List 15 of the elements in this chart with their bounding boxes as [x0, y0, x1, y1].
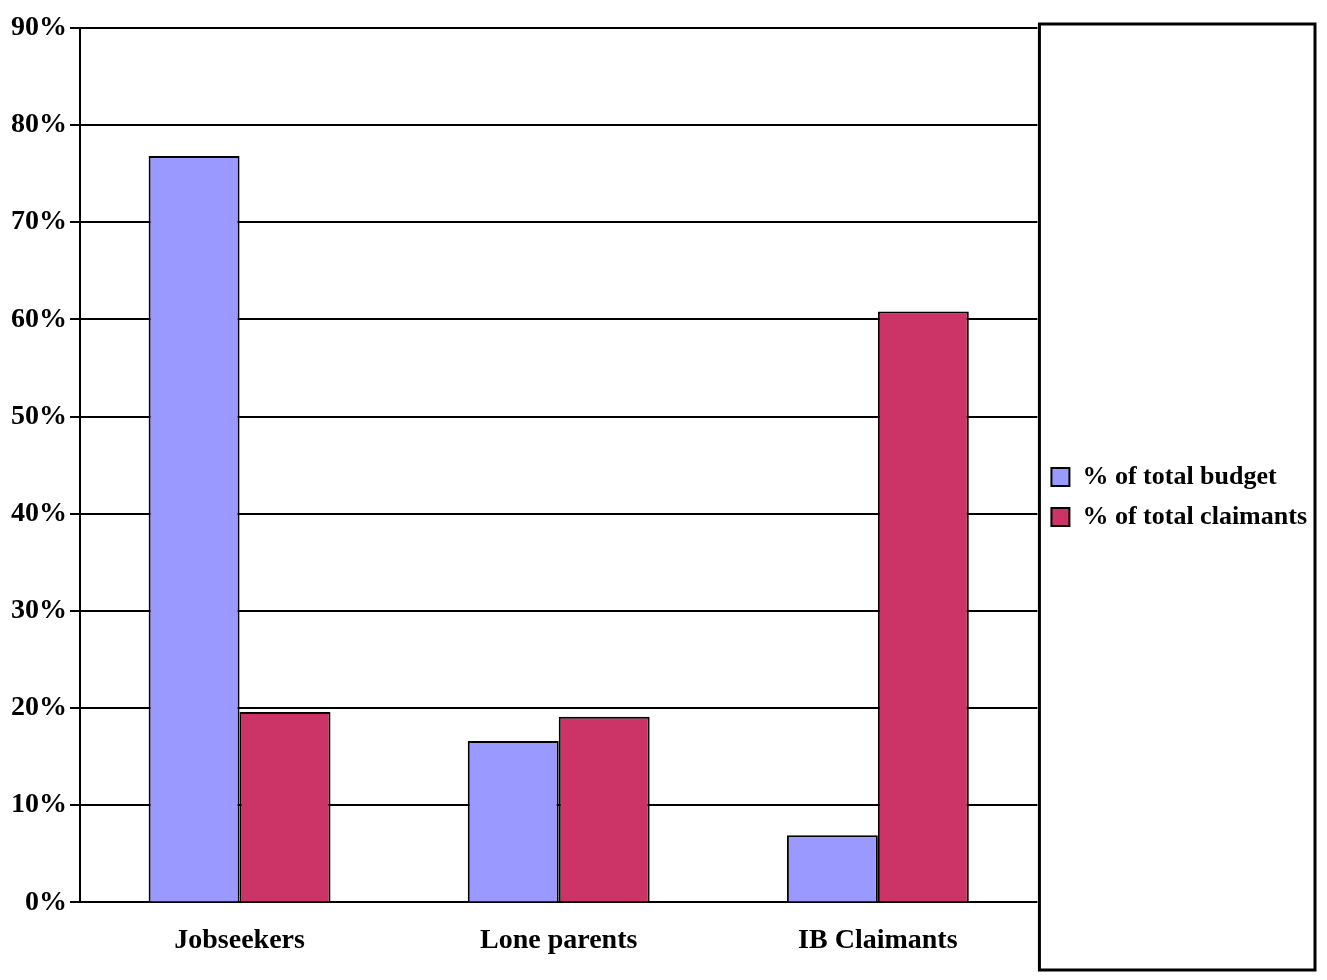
y-tick-label: 0%: [25, 884, 67, 916]
y-tick-label: 70%: [11, 204, 67, 236]
y-tick-label: 10%: [11, 787, 67, 819]
x-tick-label: Lone parents: [480, 923, 638, 955]
y-tick-label: 20%: [11, 690, 67, 722]
y-tick-label: 60%: [11, 301, 67, 333]
y-tick-label: 90%: [11, 10, 67, 42]
y-tick-label: 30%: [11, 593, 67, 625]
legend-label: % of total claimants: [1082, 500, 1308, 530]
x-tick-label: Jobseekers: [174, 923, 305, 955]
y-tick-label: 80%: [11, 107, 67, 139]
x-tick-label: IB Claimants: [798, 923, 958, 955]
legend-label: % of total budget: [1082, 460, 1278, 490]
y-tick-label: 40%: [11, 495, 67, 527]
y-tick-label: 50%: [11, 398, 67, 430]
